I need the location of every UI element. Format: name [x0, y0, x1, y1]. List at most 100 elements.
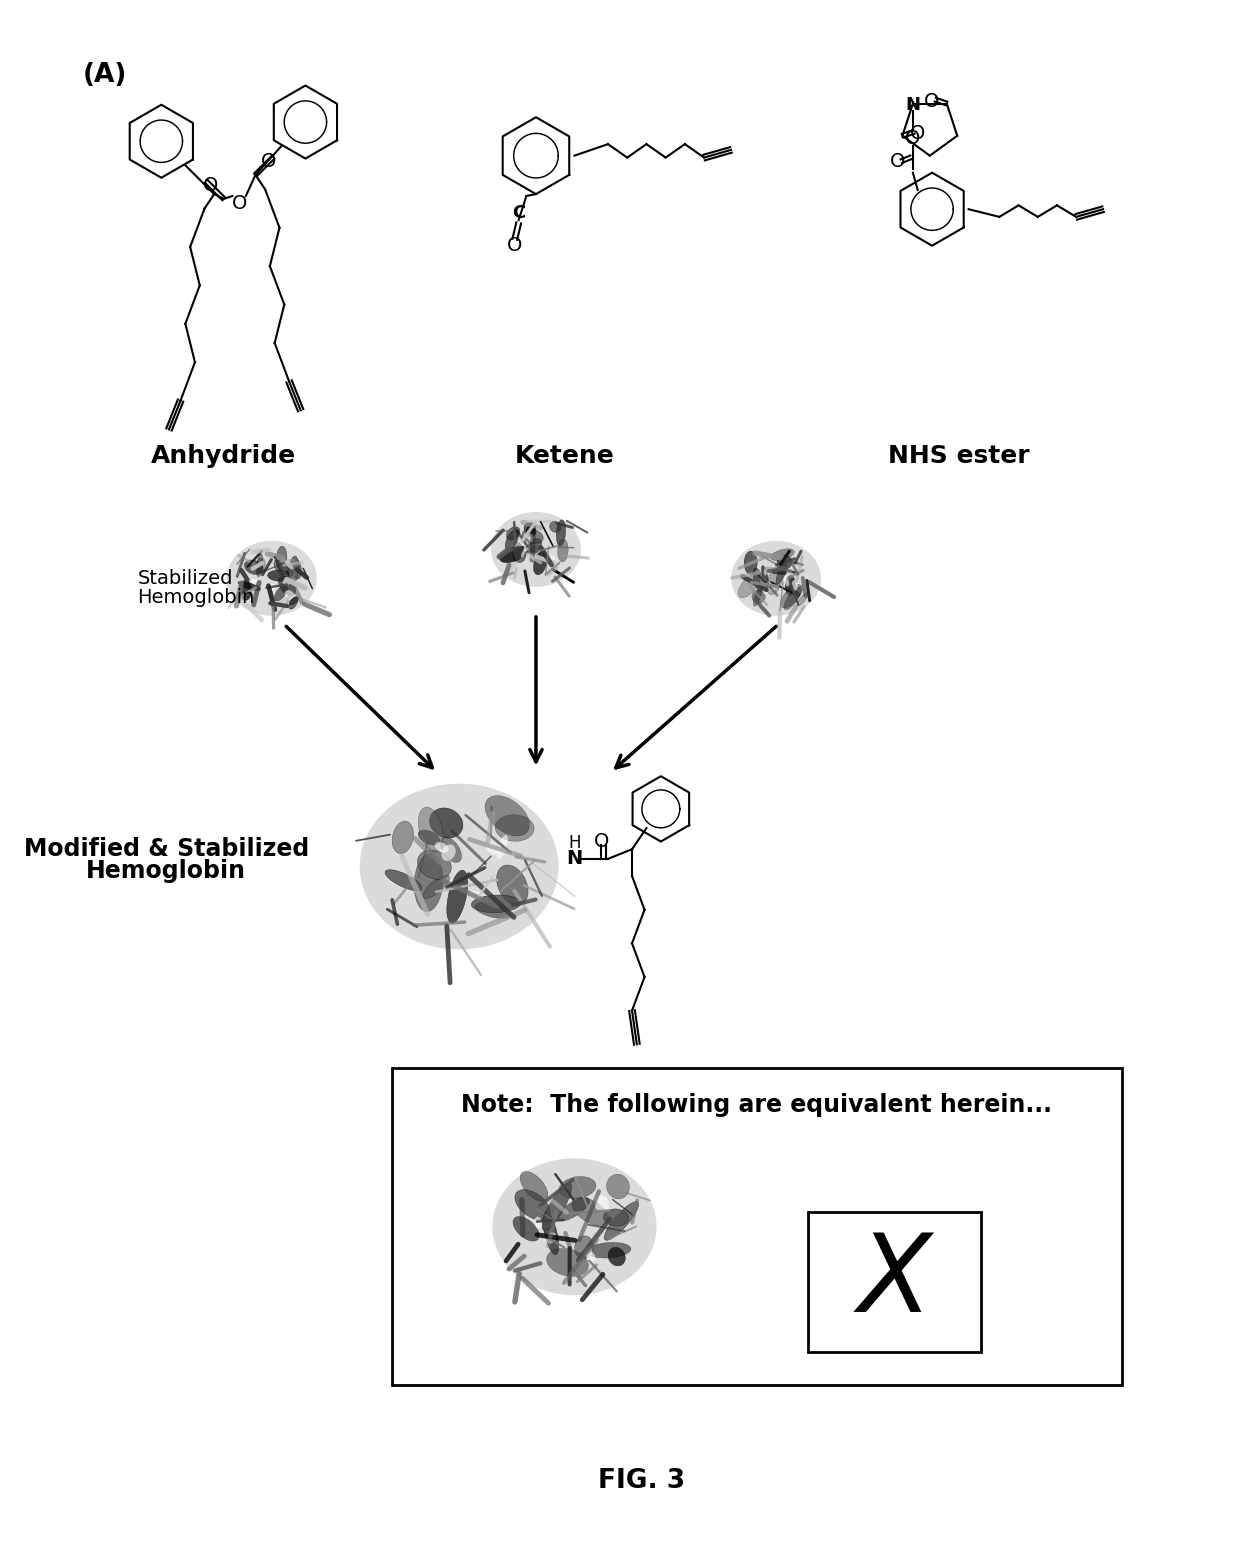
Ellipse shape	[738, 574, 760, 599]
Text: X: X	[857, 1230, 931, 1335]
Ellipse shape	[785, 575, 795, 596]
Ellipse shape	[227, 541, 316, 616]
Ellipse shape	[239, 580, 252, 600]
Ellipse shape	[751, 589, 765, 603]
Text: O: O	[905, 128, 920, 147]
Ellipse shape	[521, 542, 542, 555]
Ellipse shape	[506, 527, 520, 541]
Ellipse shape	[549, 520, 560, 533]
Ellipse shape	[557, 520, 565, 545]
Ellipse shape	[486, 842, 500, 855]
Ellipse shape	[250, 578, 259, 585]
Text: Anhydride: Anhydride	[151, 444, 296, 467]
Ellipse shape	[797, 592, 808, 605]
Ellipse shape	[608, 1247, 625, 1266]
Ellipse shape	[418, 850, 451, 880]
Text: O: O	[202, 177, 218, 195]
Ellipse shape	[446, 871, 467, 924]
Ellipse shape	[732, 541, 821, 616]
Bar	[392, 1068, 1122, 1385]
Ellipse shape	[500, 545, 528, 563]
Text: O: O	[924, 92, 939, 111]
Ellipse shape	[485, 796, 529, 836]
Ellipse shape	[754, 588, 761, 606]
Ellipse shape	[386, 869, 422, 891]
Ellipse shape	[551, 555, 556, 560]
Ellipse shape	[606, 1174, 630, 1199]
Ellipse shape	[505, 530, 518, 550]
Text: FIG. 3: FIG. 3	[598, 1468, 686, 1494]
Ellipse shape	[522, 528, 543, 544]
Text: Modified & Stabilized: Modified & Stabilized	[24, 838, 309, 861]
Ellipse shape	[513, 542, 525, 563]
Text: (A): (A)	[83, 61, 126, 88]
Ellipse shape	[784, 588, 801, 610]
Text: N: N	[905, 97, 920, 114]
Ellipse shape	[418, 807, 443, 852]
Ellipse shape	[533, 552, 547, 575]
Ellipse shape	[290, 597, 299, 605]
Ellipse shape	[289, 556, 299, 585]
Ellipse shape	[285, 563, 294, 577]
Ellipse shape	[528, 536, 533, 542]
Ellipse shape	[440, 838, 461, 863]
Ellipse shape	[257, 553, 263, 577]
Ellipse shape	[469, 891, 482, 899]
Ellipse shape	[531, 545, 546, 558]
Text: H: H	[568, 835, 580, 852]
Ellipse shape	[547, 1249, 589, 1277]
Ellipse shape	[274, 585, 288, 602]
Ellipse shape	[523, 544, 528, 552]
Ellipse shape	[776, 564, 786, 585]
Ellipse shape	[584, 1247, 593, 1257]
Text: O: O	[507, 236, 522, 255]
Ellipse shape	[587, 1252, 595, 1263]
Text: O: O	[890, 152, 905, 170]
Ellipse shape	[558, 1197, 589, 1221]
Ellipse shape	[525, 522, 536, 535]
Ellipse shape	[572, 1197, 609, 1225]
Ellipse shape	[257, 558, 265, 569]
Ellipse shape	[515, 1189, 551, 1221]
Ellipse shape	[414, 853, 443, 911]
Bar	[808, 1213, 981, 1352]
Ellipse shape	[764, 569, 768, 575]
Ellipse shape	[526, 525, 536, 538]
Ellipse shape	[542, 1183, 572, 1230]
Ellipse shape	[277, 545, 286, 570]
Ellipse shape	[604, 1208, 629, 1225]
Ellipse shape	[766, 566, 782, 596]
Text: O: O	[594, 832, 609, 850]
Ellipse shape	[604, 1202, 639, 1241]
Text: Stabilized: Stabilized	[138, 569, 233, 588]
Ellipse shape	[492, 1158, 656, 1296]
Text: Ketene: Ketene	[515, 444, 615, 467]
Ellipse shape	[283, 580, 289, 586]
Ellipse shape	[268, 570, 291, 581]
Ellipse shape	[784, 575, 790, 586]
Ellipse shape	[418, 830, 440, 846]
Text: Note:  The following are equivalent herein...: Note: The following are equivalent herei…	[461, 1093, 1053, 1116]
Text: N: N	[567, 849, 583, 869]
Ellipse shape	[574, 1236, 594, 1258]
Ellipse shape	[360, 783, 558, 949]
Text: O: O	[262, 152, 277, 170]
Ellipse shape	[521, 549, 526, 558]
Ellipse shape	[290, 558, 301, 580]
Ellipse shape	[753, 567, 764, 591]
Ellipse shape	[392, 821, 413, 853]
Ellipse shape	[594, 1196, 609, 1213]
Ellipse shape	[471, 896, 521, 913]
Ellipse shape	[491, 513, 580, 588]
Ellipse shape	[475, 902, 511, 919]
Ellipse shape	[496, 864, 528, 905]
Ellipse shape	[423, 875, 450, 899]
Ellipse shape	[546, 1232, 557, 1244]
Ellipse shape	[587, 1243, 631, 1258]
Text: O: O	[910, 125, 925, 144]
Ellipse shape	[435, 842, 449, 853]
Ellipse shape	[790, 588, 800, 597]
Ellipse shape	[525, 533, 533, 539]
Ellipse shape	[512, 549, 526, 563]
Ellipse shape	[497, 835, 508, 860]
